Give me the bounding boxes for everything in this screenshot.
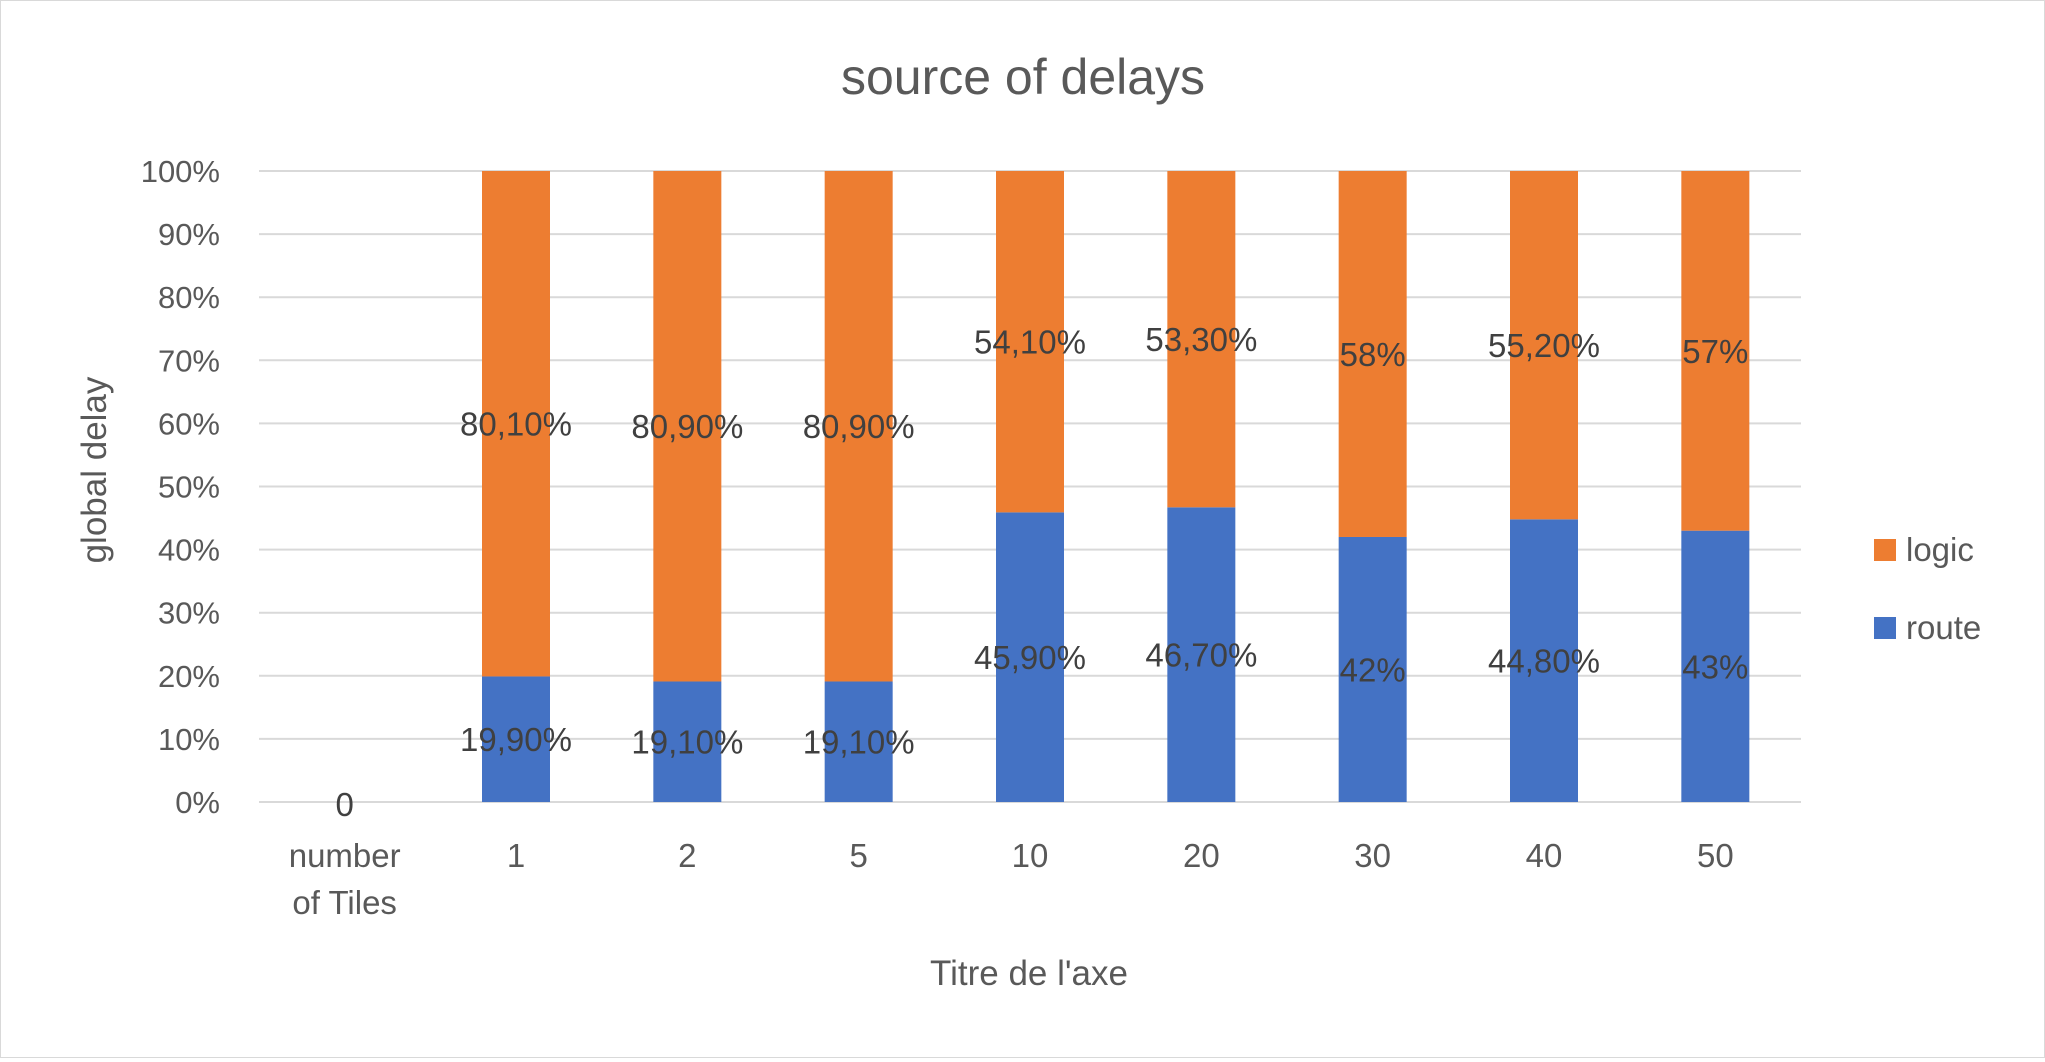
y-tick-label: 20% xyxy=(158,659,220,694)
x-tick-label: number of Tiles xyxy=(289,837,401,921)
x-tick-label: 50 xyxy=(1697,837,1734,874)
bar-route xyxy=(1510,519,1578,802)
bar-logic xyxy=(482,171,550,677)
y-tick-label: 90% xyxy=(158,217,220,252)
bar-route xyxy=(1338,536,1407,802)
legend: logic route xyxy=(1874,531,1981,646)
bar-route xyxy=(824,681,893,802)
data-label-logic: 57% xyxy=(1682,333,1748,370)
bar-route xyxy=(1681,530,1750,802)
data-label-logic: 58% xyxy=(1340,336,1406,373)
bar-route xyxy=(653,681,722,802)
data-label-logic: 80,90% xyxy=(631,408,743,445)
y-tick-label: 60% xyxy=(158,406,220,441)
x-axis-title: Titre de l'axe xyxy=(930,954,1128,993)
bars xyxy=(482,171,1750,802)
y-tick-label: 80% xyxy=(158,280,220,315)
data-label-route: 46,70% xyxy=(1145,637,1257,674)
data-label-route: 19,10% xyxy=(631,724,743,761)
data-label-logic: 53,30% xyxy=(1145,321,1257,358)
bar-logic xyxy=(1510,171,1578,520)
x-axis-ticks: number of Tiles 1 2 5 10 20 30 40 50 xyxy=(289,837,1734,921)
x-tick-label: 30 xyxy=(1354,837,1391,874)
data-label-route: 42% xyxy=(1340,651,1406,688)
bar-logic xyxy=(1338,171,1407,537)
x-tick-label: 1 xyxy=(507,837,525,874)
bar-route xyxy=(996,512,1064,802)
y-tick-label: 70% xyxy=(158,343,220,378)
x-tick-label: 20 xyxy=(1183,837,1220,874)
y-tick-label: 40% xyxy=(158,533,220,568)
chart-title: source of delays xyxy=(841,49,1205,105)
legend-swatch xyxy=(1874,617,1896,639)
y-tick-label: 100% xyxy=(141,154,220,189)
y-tick-label: 30% xyxy=(158,596,220,631)
data-labels: 0 19,90% 80,10% 19,10% 80,90% 19,10% 80,90% 45,… xyxy=(335,321,1748,823)
x-tick-label: 5 xyxy=(849,837,867,874)
bar-logic xyxy=(653,171,722,682)
y-axis-title: global delay xyxy=(75,376,114,563)
legend-label: logic xyxy=(1906,531,1974,568)
x-tick-label: 10 xyxy=(1012,837,1049,874)
legend-swatch xyxy=(1874,539,1896,561)
x-tick-label: 2 xyxy=(678,837,696,874)
y-tick-label: 0% xyxy=(175,785,220,820)
data-label-logic: 80,90% xyxy=(803,408,915,445)
legend-label: route xyxy=(1906,609,1981,646)
data-label-logic: 80,10% xyxy=(460,406,572,443)
bar-logic xyxy=(1167,171,1236,508)
bar-logic xyxy=(996,171,1064,513)
data-label-route: 0 xyxy=(335,786,353,823)
y-tick-label: 50% xyxy=(158,470,220,505)
y-axis-ticks: 0% 10% 20% 30% 40% 50% 60% 70% 80% 90% 100% xyxy=(141,154,220,820)
data-label-logic: 55,20% xyxy=(1488,327,1600,364)
data-label-route: 45,90% xyxy=(974,639,1086,676)
bar-logic xyxy=(824,171,893,682)
bar-route xyxy=(1167,507,1236,802)
y-tick-label: 10% xyxy=(158,722,220,757)
data-label-route: 43% xyxy=(1682,648,1748,685)
x-tick-label: 40 xyxy=(1526,837,1563,874)
bar-route xyxy=(482,676,550,802)
data-label-route: 44,80% xyxy=(1488,643,1600,680)
bar-logic xyxy=(1681,171,1750,531)
data-label-route: 19,90% xyxy=(460,721,572,758)
data-label-logic: 54,10% xyxy=(974,324,1086,361)
data-label-route: 19,10% xyxy=(803,724,915,761)
